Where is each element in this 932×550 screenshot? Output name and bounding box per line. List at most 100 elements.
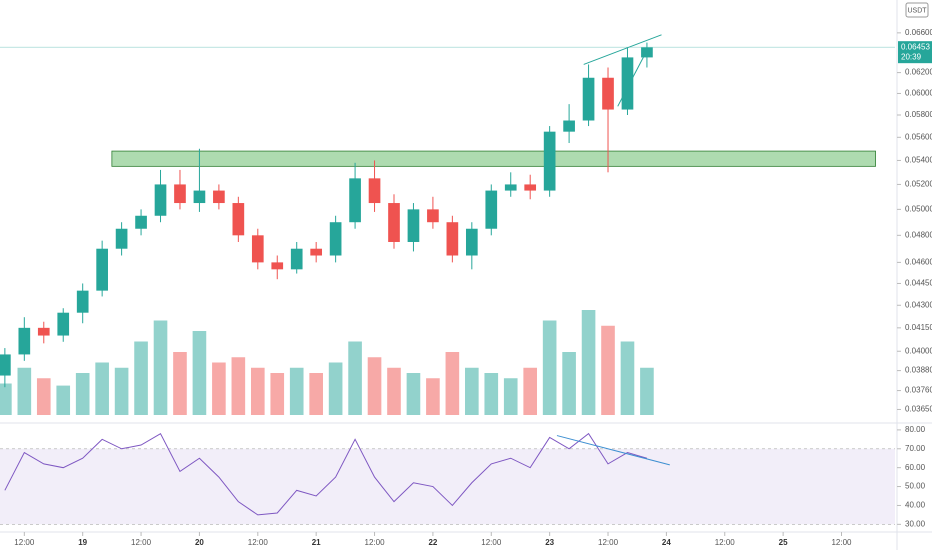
candle-body xyxy=(524,184,537,191)
candle-body xyxy=(310,248,323,256)
candle-body xyxy=(563,120,575,132)
y-tick-label: 0.06200 xyxy=(905,68,932,77)
countdown: 20:39 xyxy=(901,52,922,61)
volume-bar xyxy=(523,367,537,415)
candle-body xyxy=(193,190,206,204)
candle-body xyxy=(154,184,167,216)
trendline xyxy=(583,34,662,65)
candle-body xyxy=(368,178,381,204)
volume-bar xyxy=(503,378,518,415)
x-tick-label: 21 xyxy=(312,538,321,547)
candle-body xyxy=(485,190,498,229)
support-zone xyxy=(111,150,876,167)
y-tick-label: 0.04000 xyxy=(905,346,932,355)
candle-body xyxy=(407,209,420,242)
volume-bar xyxy=(95,362,109,415)
volume-bar xyxy=(367,357,382,415)
y2-tick-label: 80.00 xyxy=(905,425,926,434)
trendline xyxy=(617,50,648,107)
volume-bar xyxy=(581,310,596,415)
candle-body xyxy=(602,77,614,110)
candle-body xyxy=(271,262,284,270)
y-tick-label: 0.06600 xyxy=(905,28,932,37)
candle-body xyxy=(465,228,478,256)
x-tick-label: 22 xyxy=(428,538,437,547)
rsi-trendline xyxy=(556,435,670,466)
volume-bar xyxy=(250,367,265,415)
y-tick-label: 0.04800 xyxy=(905,230,932,239)
volume-bar xyxy=(173,352,187,415)
candle-body xyxy=(543,131,556,191)
candle-body xyxy=(427,209,439,223)
candle-body xyxy=(290,248,303,270)
rsi-band xyxy=(0,448,895,525)
last-price-tag xyxy=(898,41,932,64)
candle-body xyxy=(504,184,517,191)
currency: USDT xyxy=(907,7,927,14)
y-tick-label: 0.03650 xyxy=(905,405,932,414)
y-tick-label: 0.04450 xyxy=(905,279,932,288)
volume-bar xyxy=(445,352,460,415)
candle-body xyxy=(349,178,361,223)
volume-bar xyxy=(153,320,168,415)
volume-bar xyxy=(0,383,12,415)
x-tick-label: 12:00 xyxy=(481,538,502,547)
volume-bar xyxy=(542,320,557,415)
y-tick-label: 0.03760 xyxy=(905,386,932,395)
volume-bar xyxy=(620,341,635,415)
y-tick-label: 0.05400 xyxy=(905,156,932,165)
x-tick-label: 23 xyxy=(545,538,554,547)
candle-body xyxy=(329,222,342,256)
y2-tick-label: 30.00 xyxy=(905,519,926,528)
x-tick-label: 24 xyxy=(662,538,671,547)
candle-body xyxy=(96,248,108,291)
x-tick-label: 12:00 xyxy=(131,538,152,547)
candle-body xyxy=(641,47,653,58)
volume-bar xyxy=(114,367,129,415)
volume-bar xyxy=(562,352,576,415)
x-tick-label: 19 xyxy=(78,538,87,547)
y2-tick-label: 40.00 xyxy=(905,501,926,510)
volume-bar xyxy=(270,373,285,415)
candle-body xyxy=(57,312,70,336)
x-tick-label: 20 xyxy=(195,538,204,547)
x-tick-label: 12:00 xyxy=(598,538,619,547)
y2-tick-label: 70.00 xyxy=(905,444,926,453)
currency-box xyxy=(905,2,929,18)
y2-tick-label: 60.00 xyxy=(905,463,926,472)
volume-bar xyxy=(75,373,90,415)
x-tick-label: 12:00 xyxy=(14,538,35,547)
volume-bar xyxy=(484,373,499,415)
volume-bar xyxy=(56,385,71,415)
y-tick-label: 0.04600 xyxy=(905,257,932,266)
volume-bar xyxy=(309,373,323,415)
candle-body xyxy=(18,327,31,355)
last-price-label: 0.06453 xyxy=(901,42,930,51)
candle-body xyxy=(388,203,400,242)
volume-bar xyxy=(36,378,51,415)
volume-bar xyxy=(601,325,615,415)
y-tick-label: 0.04150 xyxy=(905,323,932,332)
candle-body xyxy=(115,228,128,249)
candle-body xyxy=(135,215,147,229)
x-tick-label: 12:00 xyxy=(248,538,269,547)
rsi-line xyxy=(4,432,648,516)
volume-bar xyxy=(231,357,246,415)
volume-bar xyxy=(465,367,479,415)
x-tick-label: 12:00 xyxy=(831,538,852,547)
volume-bar xyxy=(212,362,226,415)
volume-bar xyxy=(348,341,362,415)
candle-body xyxy=(621,57,634,110)
y-tick-label: 0.05800 xyxy=(905,110,932,119)
volume-bar xyxy=(192,331,207,415)
volume-bar xyxy=(17,367,32,415)
volume-bar xyxy=(134,341,148,415)
volume-bar xyxy=(406,373,421,415)
y-tick-label: 0.04300 xyxy=(905,300,932,309)
volume-bar xyxy=(640,367,654,415)
candle-body xyxy=(251,235,264,263)
x-tick-label: 25 xyxy=(779,538,788,547)
y-tick-label: 0.06000 xyxy=(905,89,932,98)
